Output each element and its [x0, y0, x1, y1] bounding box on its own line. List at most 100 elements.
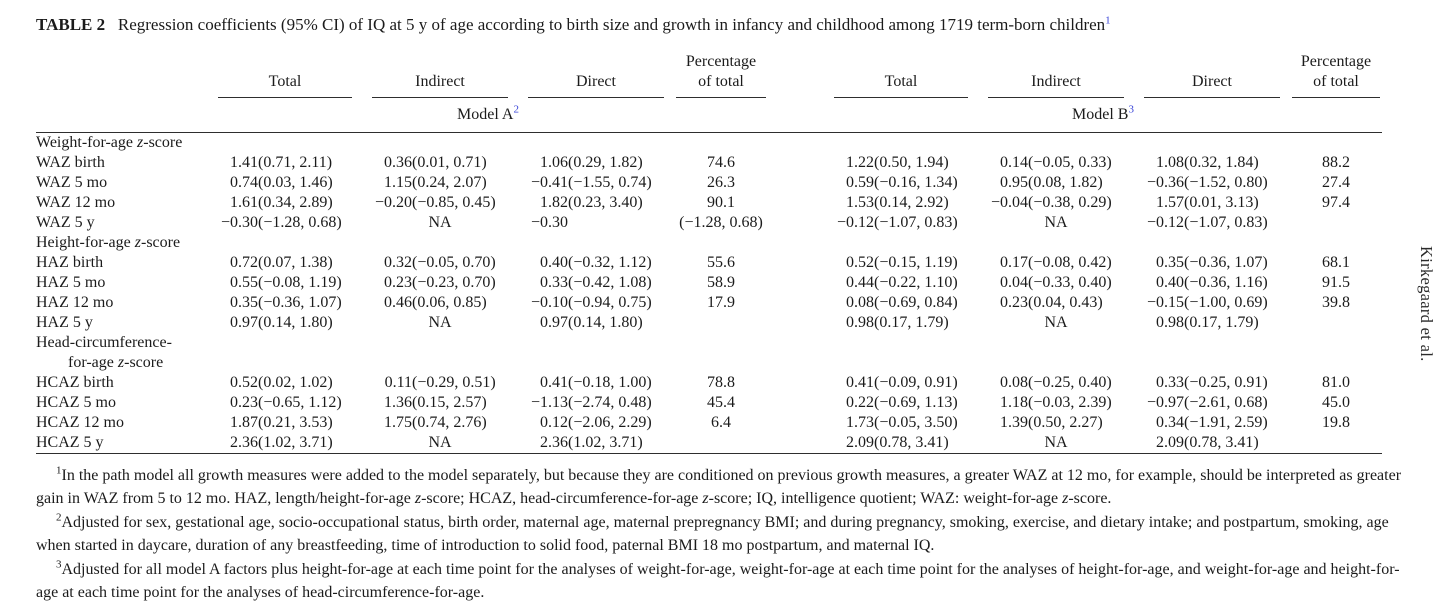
indirect-na: NA [978, 433, 1134, 454]
pct-of-total: 78.8 [707, 374, 735, 391]
total-est: 2.09 [824, 433, 874, 454]
total-est: 1.53 [846, 194, 874, 211]
indirect-est: 0.08 [1000, 374, 1028, 391]
direct-est: 0.12 [540, 414, 568, 431]
total-ci: (−0.22, 1.10) [874, 274, 958, 291]
direct-est: 0.33 [1156, 374, 1184, 391]
total-ci: (−0.65, 1.12) [258, 394, 342, 411]
indirect-ci: (0.50, 2.27) [1028, 414, 1103, 431]
indirect-est: 0.23 [1000, 294, 1028, 311]
direct-est: −0.15 [1146, 294, 1184, 311]
indirect-est: 0.17 [1000, 254, 1028, 271]
indirect-est: −0.20 [374, 194, 412, 211]
footnotes: 1In the path model all growth measures w… [36, 464, 1402, 604]
indirect-ci: (−0.05, 0.70) [412, 254, 496, 271]
table-row-waz-birth: WAZ birth 1.41 (0.71, 2.11) 0.36 (0.01, … [36, 153, 1382, 173]
total-ci: (0.14, 1.80) [258, 314, 333, 331]
direct-ci: (−1.00, 0.69) [1184, 294, 1268, 311]
direct-est: 1.08 [1156, 154, 1184, 171]
total-est: 0.98 [846, 314, 874, 331]
direct-est: 1.57 [1156, 194, 1184, 211]
total-ci: (0.21, 3.53) [258, 414, 333, 431]
row-label: WAZ 5 mo [36, 174, 108, 191]
total-est: −0.12 [836, 214, 874, 231]
pct-of-total: 74.6 [707, 154, 735, 171]
table-row-hcaz-12mo: HCAZ 12 mo 1.87 (0.21, 3.53) 1.75 (0.74,… [36, 413, 1382, 433]
direct-est: −0.97 [1146, 394, 1184, 411]
section-label: Head-circumference-for-age z-score [36, 334, 172, 371]
total-est: 1.73 [846, 414, 874, 431]
total-ci: (−0.69, 1.13) [874, 394, 958, 411]
indirect-ci: (−0.23, 0.70) [412, 274, 496, 291]
footnote-1: 1In the path model all growth measures w… [36, 464, 1402, 508]
table-title: TABLE 2 Regression coefficients (95% CI)… [36, 14, 1111, 34]
direct-ci: (0.17, 1.79) [1184, 314, 1259, 331]
indirect-ci: (0.08, 1.82) [1028, 174, 1103, 191]
pct-of-total [674, 313, 768, 333]
column-header-row: Total Indirect Direct Percentage of total… [36, 46, 1382, 98]
total-est: 0.41 [846, 374, 874, 391]
direct-ci: (−1.07, 0.83) [1184, 214, 1268, 231]
total-ci: (−0.15, 1.19) [874, 254, 958, 271]
pct-of-total: 45.0 [1322, 394, 1350, 411]
table-row-hcaz-birth: HCAZ birth 0.52 (0.02, 1.02) 0.11 (−0.29… [36, 373, 1382, 393]
indirect-na: NA [428, 314, 452, 331]
indirect-est: 1.39 [1000, 414, 1028, 431]
direct-ci: (−0.36, 1.07) [1184, 254, 1268, 271]
indirect-ci: (0.06, 0.85) [412, 294, 487, 311]
indirect-na: NA [1044, 314, 1068, 331]
footnote-3: 3Adjusted for all model A factors plus h… [36, 558, 1400, 602]
pct-of-total: 81.0 [1322, 374, 1350, 391]
pct-of-total: (−1.28, 0.68) [679, 214, 763, 231]
indirect-ci: (−0.08, 0.42) [1028, 254, 1112, 271]
indirect-est: 0.95 [1000, 174, 1028, 191]
total-ci: (−0.09, 0.91) [874, 374, 958, 391]
pct-of-total: 17.9 [707, 294, 735, 311]
row-label: HAZ 5 mo [36, 274, 106, 291]
total-est: 0.08 [846, 294, 874, 311]
table-row-waz-5y: WAZ 5 y −0.30 (−1.28, 0.68) NA −0.30 (−1… [36, 213, 1382, 233]
pct-of-total [1290, 313, 1382, 333]
direct-ci [568, 213, 674, 233]
direct-est: −0.30 [530, 214, 568, 231]
indirect-ci: (−0.85, 0.45) [412, 194, 496, 211]
direct-est: 0.40 [540, 254, 568, 271]
indirect-ci: (−0.33, 0.40) [1028, 274, 1112, 291]
direct-ci: (−1.91, 2.59) [1184, 414, 1268, 431]
direct-est: 2.09 [1134, 433, 1184, 454]
direct-ci: (1.02, 3.71) [568, 433, 674, 454]
indirect-ci: (0.74, 2.76) [412, 414, 487, 431]
total-ci: (0.78, 3.41) [874, 433, 978, 454]
direct-ci: (−0.32, 1.12) [568, 254, 652, 271]
direct-est: 0.35 [1156, 254, 1184, 271]
direct-est: 1.82 [540, 194, 568, 211]
direct-est: −0.10 [530, 294, 568, 311]
section-label: Weight-for-age z-score [36, 134, 183, 151]
direct-est: −0.36 [1146, 174, 1184, 191]
indirect-ci: (−0.29, 0.51) [412, 374, 496, 391]
pct-of-total: 88.2 [1322, 154, 1350, 171]
pct-of-total: 27.4 [1322, 174, 1350, 191]
indirect-est: 1.15 [384, 174, 412, 191]
pct-of-total: 19.8 [1322, 414, 1350, 431]
pct-of-total [674, 433, 768, 454]
total-est: 0.59 [846, 174, 874, 191]
total-ci: (0.17, 1.79) [874, 314, 949, 331]
table-row-haz-5mo: HAZ 5 mo 0.55 (−0.08, 1.19) 0.23 (−0.23,… [36, 273, 1382, 293]
direct-ci: (−0.18, 1.00) [568, 374, 652, 391]
footnote-2: 2Adjusted for sex, gestational age, soci… [36, 511, 1389, 555]
direct-ci: (−1.55, 0.74) [568, 174, 652, 191]
direct-est: 0.34 [1156, 414, 1184, 431]
section-row-waz: Weight-for-age z-score [36, 133, 1382, 154]
direct-est: 0.33 [540, 274, 568, 291]
direct-ci: (−0.42, 1.08) [568, 274, 652, 291]
direct-est: −1.13 [530, 394, 568, 411]
col-header-pct-a: Percentage of total [674, 46, 768, 98]
total-est: 1.22 [846, 154, 874, 171]
row-label: HAZ 12 mo [36, 294, 114, 311]
direct-ci: (−1.52, 0.80) [1184, 174, 1268, 191]
table-row-haz-12mo: HAZ 12 mo 0.35 (−0.36, 1.07) 0.46 (0.06,… [36, 293, 1382, 313]
col-header-pct-b: Percentage of total [1290, 46, 1382, 98]
direct-ci: (−2.74, 0.48) [568, 394, 652, 411]
total-est: 1.61 [230, 194, 258, 211]
